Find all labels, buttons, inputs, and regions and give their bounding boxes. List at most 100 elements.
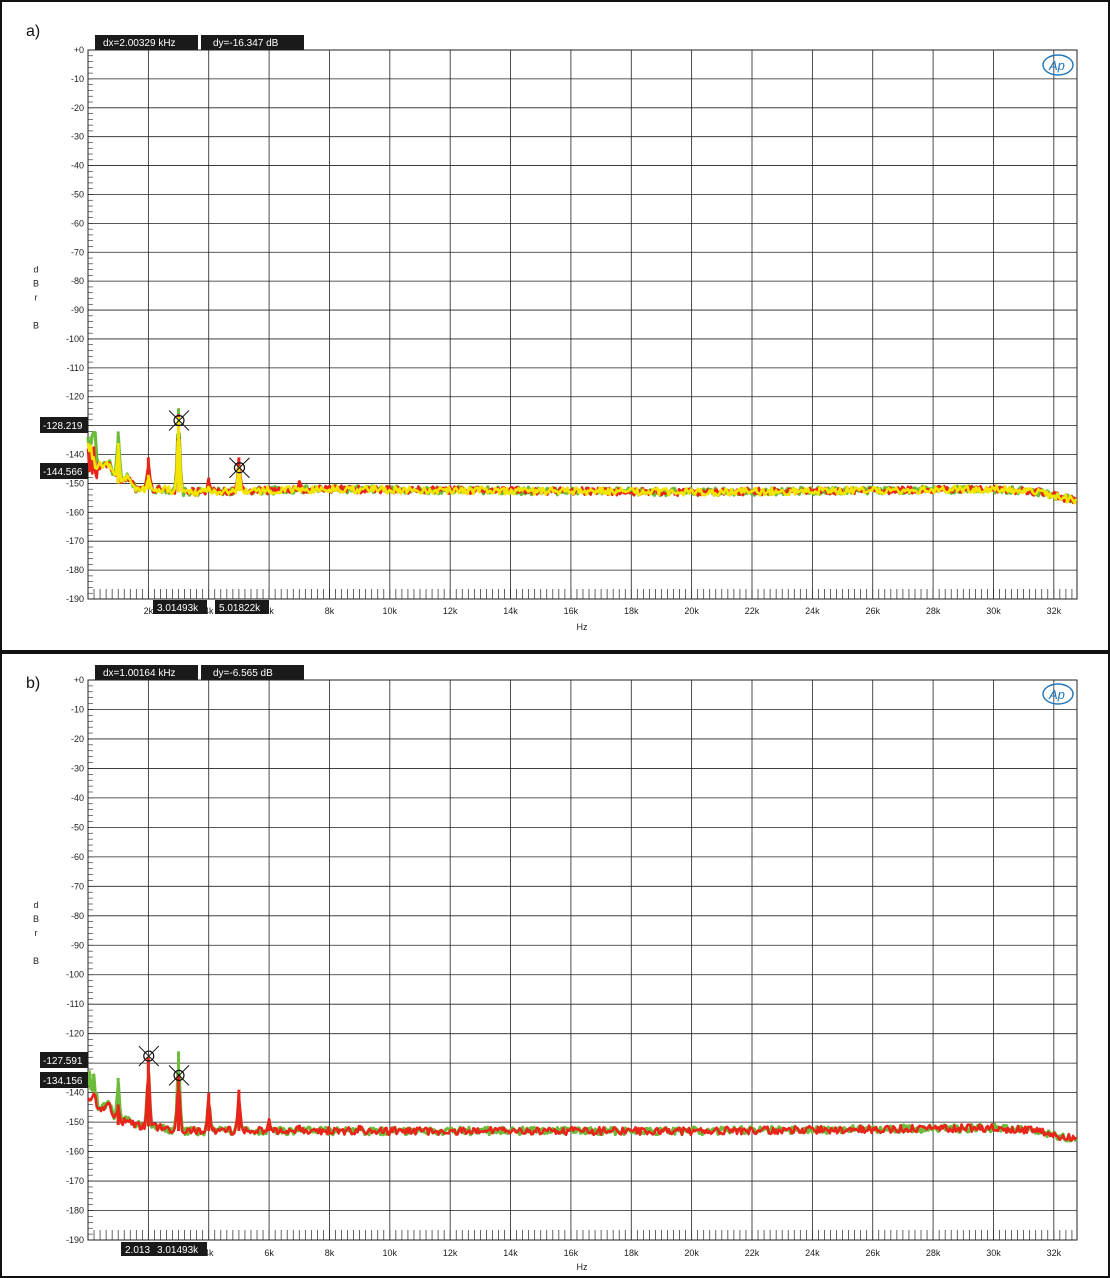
x-marker-b-1: 2.013 bbox=[121, 1242, 159, 1256]
y-tick-label: -10 bbox=[71, 74, 84, 84]
y-tick-label: -90 bbox=[71, 940, 84, 950]
y-tick-label: -70 bbox=[71, 247, 84, 257]
y-tick-label: -60 bbox=[71, 218, 84, 228]
x-tick-label: 32k bbox=[1047, 1248, 1062, 1258]
series-b bbox=[86, 1051, 1078, 1143]
x-tick-label: 4k bbox=[204, 1248, 214, 1258]
y-tick-label: -20 bbox=[71, 103, 84, 113]
y-tick-label: -90 bbox=[71, 305, 84, 315]
x-marker-b-1-text: 2.013 bbox=[125, 1245, 150, 1256]
x-tick-label: 28k bbox=[926, 606, 941, 616]
y-tick-label: -20 bbox=[71, 734, 84, 744]
dy-readout-text: dy=-16.347 dB bbox=[213, 38, 279, 49]
y-tick-label: +0 bbox=[74, 675, 84, 685]
y-tick-label: -190 bbox=[66, 1235, 84, 1245]
y-tick-label: -50 bbox=[71, 822, 84, 832]
y-tick-labels-b: +0 -10 -20 -30 -40 -50 -60 -70 -80 -90 -100 -110 -12… bbox=[66, 675, 84, 1245]
x-marker-a-1: 3.01493k bbox=[153, 600, 207, 614]
y-axis-label-char: d bbox=[33, 265, 38, 275]
x-tick-label: 30k bbox=[986, 606, 1001, 616]
y-tick-label: -150 bbox=[66, 478, 84, 488]
x-tick-label: 12k bbox=[443, 606, 458, 616]
grid-b bbox=[88, 679, 1077, 1241]
y-tick-label: -190 bbox=[66, 594, 84, 604]
y-marker-b-2: -134.156 bbox=[40, 1072, 88, 1088]
cursor-marker-icon bbox=[138, 1045, 160, 1067]
y-tick-label: -70 bbox=[71, 881, 84, 891]
panel-b: b) dx=1.00164 kHz dy=-6.565 dB +0 -10 -20 -… bbox=[0, 652, 1110, 1278]
y-tick-label: -10 bbox=[71, 704, 84, 714]
x-tick-label: 6k bbox=[264, 606, 274, 616]
series-a bbox=[86, 408, 1078, 505]
panel-b-label: b) bbox=[26, 675, 40, 692]
x-tick-label: 26k bbox=[865, 1248, 880, 1258]
y-tick-label: -150 bbox=[66, 1117, 84, 1127]
y-axis-label-char: B bbox=[33, 956, 39, 966]
y-tick-label: -170 bbox=[66, 536, 84, 546]
panel-a-frame bbox=[0, 0, 1110, 652]
cursor-marker-icon bbox=[229, 457, 250, 479]
dy-readout: dy=-16.347 dB bbox=[201, 35, 304, 50]
y-tick-label: -30 bbox=[71, 132, 84, 142]
x-tick-labels-b: 2k4k6k8k10k12k14k16k18k20k22k24k26k28k30… bbox=[144, 1248, 1062, 1258]
x-axis-label-a: Hz bbox=[577, 622, 588, 632]
series-trace bbox=[86, 1071, 1078, 1142]
x-tick-label: 10k bbox=[383, 1248, 398, 1258]
plot-area-b bbox=[87, 679, 1078, 1241]
ap-logo-icon: Ap bbox=[1042, 54, 1074, 76]
y-tick-label: -170 bbox=[66, 1176, 84, 1186]
x-tick-label: 4k bbox=[204, 606, 214, 616]
panel-b-frame bbox=[0, 652, 1110, 1278]
y-tick-label: -60 bbox=[71, 852, 84, 862]
x-tick-label: 12k bbox=[443, 1248, 458, 1258]
grid-a bbox=[88, 49, 1077, 600]
dx-readout: dx=2.00329 kHz bbox=[95, 35, 198, 50]
x-marker-a-2-text: 5.01822k bbox=[219, 603, 261, 614]
y-axis-label-char: B bbox=[33, 279, 39, 289]
y-tick-label: -40 bbox=[71, 793, 84, 803]
y-tick-label: -80 bbox=[71, 911, 84, 921]
y-tick-label: +0 bbox=[74, 45, 84, 55]
y-axis-label-char: d bbox=[33, 900, 38, 910]
x-tick-label: 22k bbox=[745, 1248, 760, 1258]
x-tick-label: 24k bbox=[805, 606, 820, 616]
y-axis-label-char: B bbox=[33, 321, 39, 331]
ap-logo-text-b: Ap bbox=[1048, 687, 1065, 702]
y-tick-label: -140 bbox=[66, 1088, 84, 1098]
y-axis-label-char: r bbox=[35, 928, 38, 938]
y-axis-label-char: B bbox=[33, 914, 39, 924]
x-marker-a-2: 5.01822k bbox=[215, 600, 269, 614]
y-marker-b-1-text: -127.591 bbox=[43, 1056, 83, 1067]
cursors-b bbox=[138, 1045, 190, 1086]
y-tick-label: -140 bbox=[66, 450, 84, 460]
x-tick-label: 16k bbox=[564, 606, 579, 616]
y-tick-label: -160 bbox=[66, 507, 84, 517]
x-tick-label: 16k bbox=[564, 1248, 579, 1258]
dy-readout-b: dy=-6.565 dB bbox=[201, 665, 304, 680]
y-tick-label: -50 bbox=[71, 189, 84, 199]
x-tick-label: 30k bbox=[986, 1248, 1001, 1258]
x-tick-label: 10k bbox=[383, 606, 398, 616]
y-marker-a-2-text: -144.566 bbox=[43, 467, 83, 478]
dy-readout-b-text: dy=-6.565 dB bbox=[213, 668, 273, 679]
x-tick-label: 18k bbox=[624, 1248, 639, 1258]
cursor-marker-icon bbox=[168, 410, 190, 431]
y-tick-label: -160 bbox=[66, 1147, 84, 1157]
ap-logo-icon: Ap bbox=[1042, 683, 1074, 705]
cursors-a bbox=[168, 410, 250, 479]
x-tick-label: 18k bbox=[624, 606, 639, 616]
x-tick-label: 6k bbox=[264, 1248, 274, 1258]
x-tick-label: 14k bbox=[503, 606, 518, 616]
y-tick-label: -120 bbox=[66, 1029, 84, 1039]
x-tick-label: 26k bbox=[865, 606, 880, 616]
ap-logo-text: Ap bbox=[1048, 58, 1065, 73]
y-marker-a-1: -128.219 bbox=[40, 417, 88, 433]
x-tick-label: 20k bbox=[684, 606, 699, 616]
x-tick-label: 32k bbox=[1047, 606, 1062, 616]
x-tick-labels-a: 2k 4k 6k 8k 10k 12k 14k 16k 18k 20k 22k 24k 26k 28k 30… bbox=[144, 606, 1062, 616]
x-marker-a-1-text: 3.01493k bbox=[157, 603, 199, 614]
plot-area-a bbox=[87, 49, 1078, 600]
y-marker-b-1: -127.591 bbox=[40, 1052, 88, 1068]
